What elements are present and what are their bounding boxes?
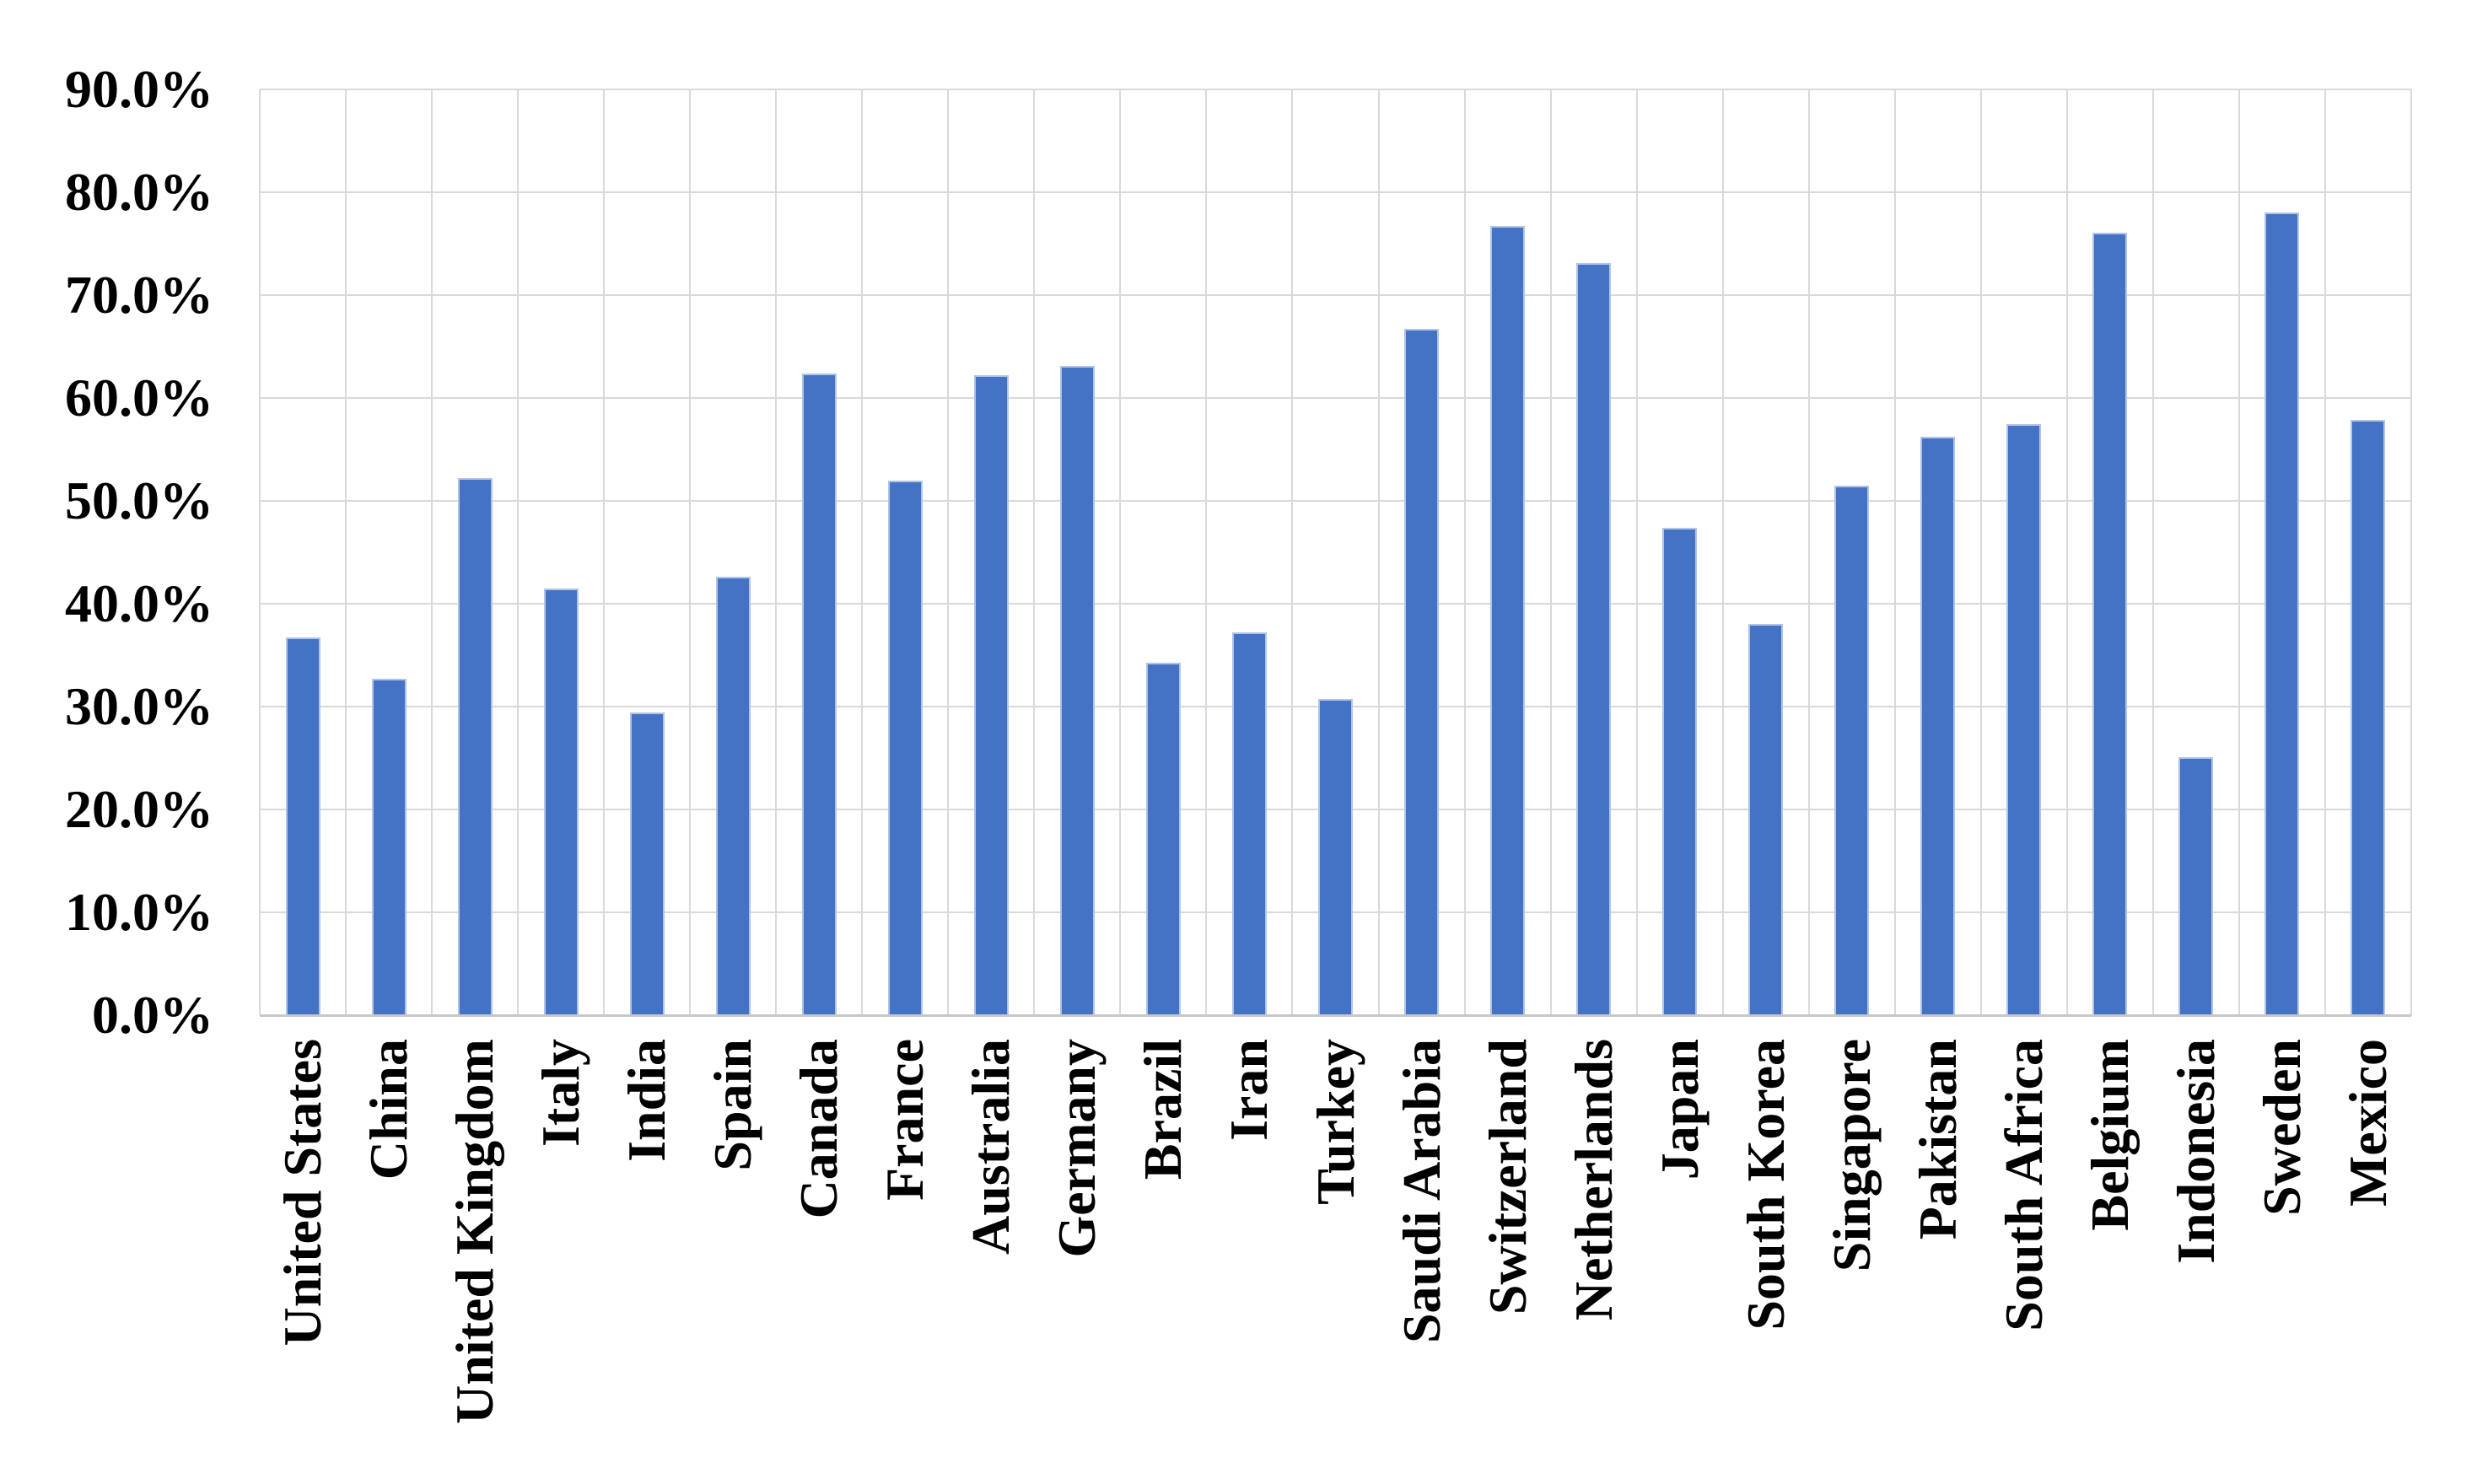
y-tick-label: 50.0% [65, 470, 213, 530]
vertical-gridline [1377, 89, 1380, 1015]
bar-italy [543, 588, 579, 1015]
vertical-gridline [1463, 89, 1466, 1015]
vertical-gridline [1635, 89, 1638, 1015]
vertical-gridline [1979, 89, 1982, 1015]
bar-mexico [2350, 419, 2386, 1015]
vertical-gridline [345, 89, 347, 1015]
x-category-label: Germany [1047, 1039, 1107, 1258]
bar-saudi-arabia [1404, 329, 1440, 1015]
x-category-label: Spain [703, 1039, 763, 1171]
vertical-gridline [517, 89, 520, 1015]
y-tick-label: 0.0% [92, 985, 213, 1045]
y-tick-label: 80.0% [65, 162, 213, 222]
bar-germany [1059, 366, 1095, 1015]
bar-belgium [2092, 232, 2128, 1015]
vertical-gridline [2151, 89, 2154, 1015]
x-category-label: United Kingdom [444, 1039, 505, 1424]
x-category-label: Australia [961, 1039, 1021, 1255]
bar-france [887, 480, 923, 1015]
x-category-label: India [617, 1039, 677, 1162]
vertical-gridline [1549, 89, 1552, 1015]
bar-japan [1662, 527, 1698, 1015]
vertical-gridline [689, 89, 692, 1015]
vertical-gridline [1033, 89, 1036, 1015]
bar-singapore [1834, 485, 1870, 1015]
vertical-gridline [775, 89, 778, 1015]
bar-pakistan [1920, 437, 1956, 1015]
vertical-gridline [431, 89, 433, 1015]
x-category-label: Canada [789, 1039, 849, 1219]
y-tick-label: 70.0% [65, 265, 213, 325]
bar-south-korea [1748, 624, 1784, 1015]
vertical-gridline [603, 89, 606, 1015]
bar-indonesia [2178, 756, 2214, 1015]
x-category-label: Belgium [2079, 1039, 2140, 1231]
horizontal-gridline [260, 500, 2411, 502]
vertical-gridline [1205, 89, 1208, 1015]
y-tick-label: 20.0% [65, 779, 213, 839]
y-tick-label: 10.0% [65, 882, 213, 942]
bar-switzerland [1490, 226, 1526, 1015]
horizontal-gridline [260, 89, 2411, 90]
vertical-gridline [861, 89, 864, 1015]
bar-netherlands [1576, 263, 1612, 1015]
x-axis-line [260, 1014, 2411, 1017]
x-category-label: Mexico [2337, 1039, 2398, 1207]
bar-united-states [285, 637, 320, 1015]
y-tick-label: 30.0% [65, 676, 213, 736]
x-category-label: Iran [1219, 1039, 1279, 1141]
bar-brazil [1145, 662, 1181, 1015]
horizontal-gridline [260, 397, 2411, 399]
x-category-label: Italy [530, 1039, 591, 1147]
vertical-gridline [1291, 89, 1294, 1015]
vertical-gridline [2324, 89, 2326, 1015]
x-category-label: Switzerland [1477, 1039, 1537, 1315]
bar-south-africa [2006, 423, 2042, 1015]
vertical-gridline [1119, 89, 1122, 1015]
x-category-label: South Korea [1735, 1039, 1796, 1331]
x-category-label: Singapore [1821, 1039, 1882, 1272]
horizontal-gridline [260, 294, 2411, 296]
x-category-label: Turkey [1305, 1039, 1365, 1205]
y-tick-label: 90.0% [65, 59, 213, 119]
vertical-gridline [2410, 89, 2412, 1015]
bar-turkey [1318, 699, 1353, 1015]
bar-australia [973, 375, 1009, 1015]
bar-india [629, 712, 665, 1015]
bar-iran [1231, 632, 1267, 1015]
vertical-gridline [2065, 89, 2068, 1015]
bar-china [371, 679, 407, 1015]
vertical-gridline [947, 89, 950, 1015]
x-category-label: Netherlands [1563, 1039, 1624, 1321]
bar-united-kingdom [457, 478, 493, 1015]
vertical-gridline [1807, 89, 1810, 1015]
y-tick-label: 60.0% [65, 368, 213, 427]
x-category-label: France [875, 1039, 935, 1201]
x-category-label: Sweden [2251, 1039, 2312, 1216]
x-category-label: Saudi Arabia [1391, 1039, 1451, 1344]
bar-sweden [2264, 212, 2300, 1015]
x-category-label: South Africa [1993, 1039, 2054, 1331]
x-category-label: Japan [1649, 1039, 1710, 1180]
vertical-gridline [1893, 89, 1896, 1015]
horizontal-gridline [260, 191, 2411, 193]
bar-canada [801, 373, 837, 1015]
x-category-label: Brazil [1133, 1039, 1193, 1180]
horizontal-gridline [260, 603, 2411, 605]
y-tick-label: 40.0% [65, 573, 213, 633]
vertical-gridline [2237, 89, 2240, 1015]
vertical-gridline [1721, 89, 1724, 1015]
x-category-label: Pakistan [1907, 1039, 1968, 1240]
bar-spain [715, 577, 751, 1015]
x-category-label: Indonesia [2165, 1039, 2226, 1264]
x-category-label: China [358, 1039, 419, 1180]
x-category-label: United States [272, 1039, 333, 1347]
vertical-gridline [259, 89, 261, 1015]
